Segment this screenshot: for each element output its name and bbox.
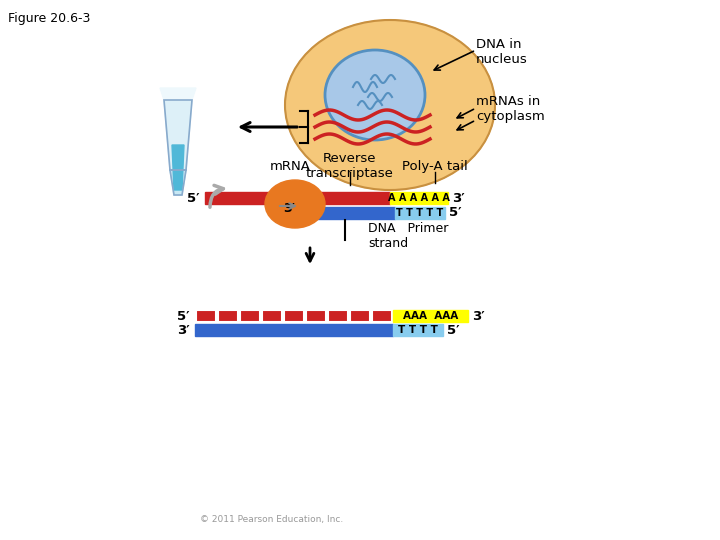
- Ellipse shape: [285, 20, 495, 190]
- Text: 5′: 5′: [449, 206, 462, 219]
- FancyBboxPatch shape: [393, 310, 468, 322]
- Polygon shape: [164, 100, 192, 170]
- Text: DNA in
nucleus: DNA in nucleus: [476, 38, 528, 66]
- Text: © 2011 Pearson Education, Inc.: © 2011 Pearson Education, Inc.: [200, 515, 343, 524]
- FancyBboxPatch shape: [196, 310, 216, 322]
- FancyBboxPatch shape: [390, 192, 448, 204]
- Text: Poly-A tail: Poly-A tail: [402, 160, 468, 173]
- Text: T T T T: T T T T: [398, 325, 438, 335]
- FancyBboxPatch shape: [306, 310, 326, 322]
- Polygon shape: [170, 170, 186, 195]
- Ellipse shape: [325, 50, 425, 140]
- Text: mRNAs in
cytoplasm: mRNAs in cytoplasm: [476, 95, 545, 123]
- Ellipse shape: [265, 180, 325, 228]
- Text: 3′: 3′: [452, 192, 464, 205]
- Text: Figure 20.6-3: Figure 20.6-3: [8, 12, 91, 25]
- Text: 5′: 5′: [177, 309, 190, 322]
- Text: 5′: 5′: [187, 192, 200, 205]
- Polygon shape: [172, 145, 184, 190]
- Text: 3′: 3′: [283, 202, 295, 215]
- FancyBboxPatch shape: [372, 310, 392, 322]
- FancyBboxPatch shape: [395, 207, 445, 219]
- Text: Reverse
transcriptase: Reverse transcriptase: [306, 152, 394, 180]
- FancyBboxPatch shape: [218, 310, 238, 322]
- Text: T T T T T: T T T T T: [397, 208, 444, 218]
- FancyBboxPatch shape: [393, 324, 443, 336]
- Text: AAA  AAA: AAA AAA: [403, 311, 458, 321]
- FancyBboxPatch shape: [262, 310, 282, 322]
- FancyBboxPatch shape: [240, 310, 260, 322]
- FancyBboxPatch shape: [350, 310, 370, 322]
- Text: A A A A A A: A A A A A A: [388, 193, 450, 203]
- Text: mRNA: mRNA: [269, 160, 310, 173]
- Text: 3′: 3′: [472, 309, 485, 322]
- Polygon shape: [160, 88, 196, 100]
- Text: 3′: 3′: [177, 323, 190, 336]
- Text: 3′: 3′: [282, 206, 295, 219]
- FancyBboxPatch shape: [284, 310, 304, 322]
- Text: 5′: 5′: [447, 323, 459, 336]
- FancyBboxPatch shape: [195, 324, 393, 336]
- Text: DNA   Primer
strand: DNA Primer strand: [368, 222, 449, 250]
- FancyBboxPatch shape: [328, 310, 348, 322]
- FancyBboxPatch shape: [205, 192, 390, 204]
- FancyBboxPatch shape: [300, 207, 395, 219]
